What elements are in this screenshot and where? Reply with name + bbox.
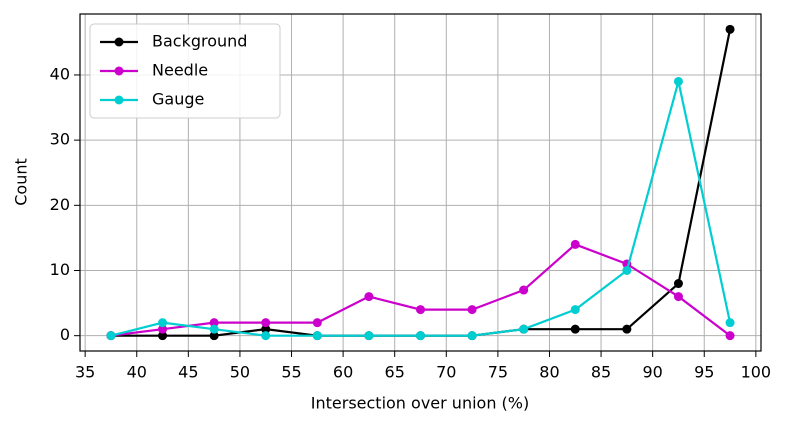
legend-label: Gauge: [152, 90, 204, 109]
y-tick-label: 40: [50, 64, 70, 83]
point: [622, 265, 632, 275]
point: [725, 318, 735, 328]
x-tick-label: 55: [281, 363, 301, 382]
point: [673, 279, 683, 289]
point: [209, 331, 219, 341]
x-tick-label: 60: [333, 363, 353, 382]
x-tick-label: 100: [741, 363, 772, 382]
point: [622, 324, 632, 334]
point: [158, 331, 168, 341]
y-tick-label: 0: [60, 325, 70, 344]
point: [673, 292, 683, 302]
legend: Background Needle Gauge: [89, 23, 281, 119]
point: [261, 324, 271, 334]
point: [261, 318, 271, 328]
point: [519, 285, 529, 295]
legend-marker: [114, 66, 124, 76]
point: [570, 239, 580, 249]
x-tick-label: 65: [385, 363, 405, 382]
legend-marker: [114, 37, 124, 47]
x-tick-label: 45: [178, 363, 198, 382]
y-axis-label: Count: [12, 158, 31, 206]
plot-frame: [79, 13, 762, 352]
legend-label: Background: [152, 32, 247, 51]
x-tick-label: 50: [230, 363, 250, 382]
point: [467, 305, 477, 315]
series-line: [110, 81, 732, 337]
point: [570, 324, 580, 334]
x-tick-label: 35: [75, 363, 95, 382]
point: [158, 318, 168, 328]
x-tick-label: 90: [642, 363, 662, 382]
x-tick-label: 75: [488, 363, 508, 382]
y-tick-label: 20: [50, 195, 70, 214]
point: [312, 318, 322, 328]
point: [209, 318, 219, 328]
point: [725, 24, 735, 34]
legend-label: Needle: [152, 61, 208, 80]
x-tick-label: 85: [591, 363, 611, 382]
point: [673, 76, 683, 86]
x-tick-label: 95: [694, 363, 714, 382]
legend-marker: [114, 95, 124, 105]
point: [467, 331, 477, 341]
point: [106, 331, 116, 341]
point: [416, 305, 425, 315]
y-tick-label: 10: [50, 260, 70, 279]
series-line: [110, 243, 731, 337]
x-tick-label: 80: [539, 363, 559, 382]
point: [158, 324, 168, 334]
point: [725, 331, 735, 341]
point: [416, 331, 425, 341]
point: [209, 324, 219, 334]
point: [570, 305, 580, 315]
point: [364, 292, 374, 302]
x-tick-label: 40: [127, 363, 147, 382]
x-tick-label: 70: [436, 363, 456, 382]
point: [261, 331, 271, 341]
y-tick-label: 30: [50, 130, 70, 149]
point: [312, 331, 322, 341]
point: [519, 324, 529, 334]
point: [364, 331, 374, 341]
x-axis-label: Intersection over union (%): [311, 394, 529, 413]
legend-box: [89, 23, 281, 119]
